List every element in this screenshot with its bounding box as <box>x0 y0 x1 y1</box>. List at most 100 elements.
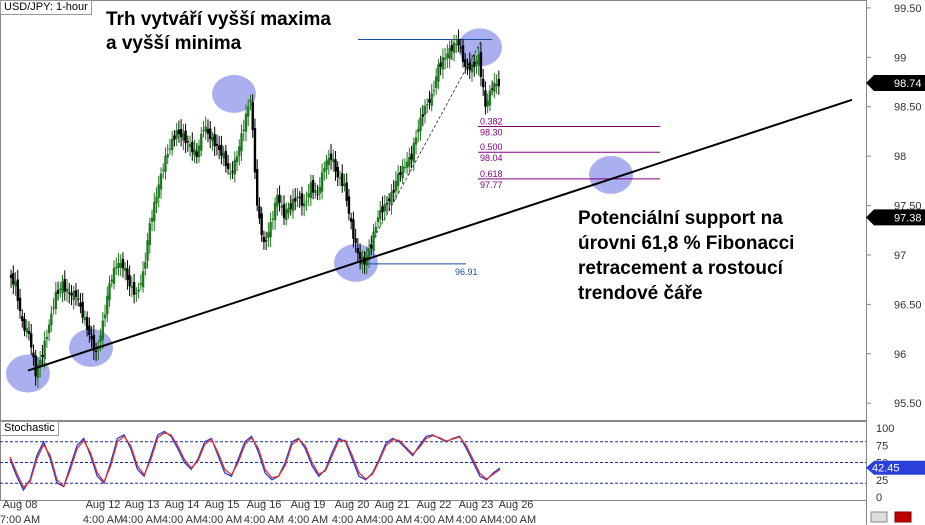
candle-body <box>421 114 424 117</box>
candle <box>195 143 198 164</box>
time-axis-date: Aug 14 <box>165 499 200 511</box>
candle <box>481 68 485 96</box>
candle <box>394 171 398 200</box>
fib-level-ratio: 0.382 <box>480 116 503 126</box>
candle <box>14 272 17 296</box>
candle-body <box>484 90 487 107</box>
candle-body <box>14 281 17 287</box>
candle-body <box>112 267 116 284</box>
candle-body <box>452 42 456 53</box>
stochastic-value-tag-label: 42.45 <box>872 463 900 475</box>
symbol-timeframe-label: USD/JPY: 1-hour <box>0 0 92 15</box>
candle-body <box>318 187 322 194</box>
candle-body <box>108 283 111 301</box>
candle <box>146 232 149 269</box>
candle-body <box>188 143 192 148</box>
candle <box>443 48 447 70</box>
fib-level-ratio: 0.500 <box>480 142 503 152</box>
candle-body <box>21 316 24 322</box>
candle <box>121 252 125 278</box>
candle <box>289 195 292 216</box>
candle <box>229 163 232 180</box>
candle <box>222 146 225 167</box>
candle <box>148 218 151 254</box>
candle <box>162 163 165 179</box>
candle <box>144 252 147 276</box>
candle <box>88 317 91 343</box>
candle <box>204 116 207 140</box>
candle <box>12 265 15 295</box>
candle-body <box>302 203 306 207</box>
candle-body <box>68 292 71 294</box>
candle <box>464 53 467 74</box>
candle <box>488 84 492 112</box>
candle <box>343 173 346 192</box>
candle <box>79 292 82 314</box>
stochastic-indicator-label: Stochastic <box>0 421 59 436</box>
candle <box>164 147 167 180</box>
candle-body <box>405 161 409 168</box>
candle-body <box>392 189 395 193</box>
annotation-line: úrovni 61,8 % Fibonacci <box>578 233 795 254</box>
candle-body <box>164 155 167 172</box>
candle-body <box>32 352 35 358</box>
price-axis-label: 99.50 <box>894 3 922 15</box>
candle <box>338 170 342 187</box>
candle <box>135 287 138 302</box>
candle <box>345 173 348 207</box>
candle-body <box>278 194 281 203</box>
candle <box>25 319 28 338</box>
candle <box>302 194 306 217</box>
candle-body <box>300 193 304 206</box>
trendline <box>27 98 853 372</box>
candle-body <box>128 275 131 287</box>
price-axis: 99.509998.509897.509796.509695.5098.7497… <box>866 3 925 410</box>
candle <box>83 310 87 326</box>
ascending-trendline <box>27 98 853 372</box>
candle <box>235 150 239 172</box>
candle-body <box>117 262 120 269</box>
candle-body <box>70 292 73 296</box>
candle-body <box>294 197 297 202</box>
candle-body <box>193 149 196 156</box>
candle <box>405 151 409 175</box>
candle-body <box>414 137 418 145</box>
candle <box>341 164 344 193</box>
candle-body <box>213 134 216 147</box>
candle <box>385 196 389 214</box>
candle-body <box>459 47 462 49</box>
candle-body <box>399 172 402 175</box>
candle-body <box>119 263 122 268</box>
candle-body <box>379 210 382 219</box>
candle-body <box>470 64 474 73</box>
candle-body <box>115 266 118 269</box>
candle-body <box>94 350 98 352</box>
highlight-marker <box>69 328 113 367</box>
candle <box>70 285 73 306</box>
stochastic-d-line <box>9 432 501 489</box>
candle-body <box>135 292 138 295</box>
candle-body <box>385 203 389 205</box>
candle-body <box>309 182 313 199</box>
candle-body <box>43 340 46 360</box>
candle <box>112 260 116 290</box>
candle <box>63 270 66 301</box>
highlight-marker <box>6 354 50 393</box>
candle-body <box>396 173 400 187</box>
fib-low-label: 96.91 <box>455 267 478 277</box>
candle-body <box>367 249 371 261</box>
candle <box>213 126 216 157</box>
candle <box>318 177 322 201</box>
candle-body <box>186 141 190 143</box>
candle <box>61 274 64 303</box>
candle <box>72 285 75 310</box>
candle <box>450 40 454 61</box>
candle-body <box>132 281 136 295</box>
candle <box>224 144 228 173</box>
candle-body <box>488 90 492 106</box>
candle-body <box>464 59 467 67</box>
candle <box>130 276 134 298</box>
candle <box>399 165 402 182</box>
